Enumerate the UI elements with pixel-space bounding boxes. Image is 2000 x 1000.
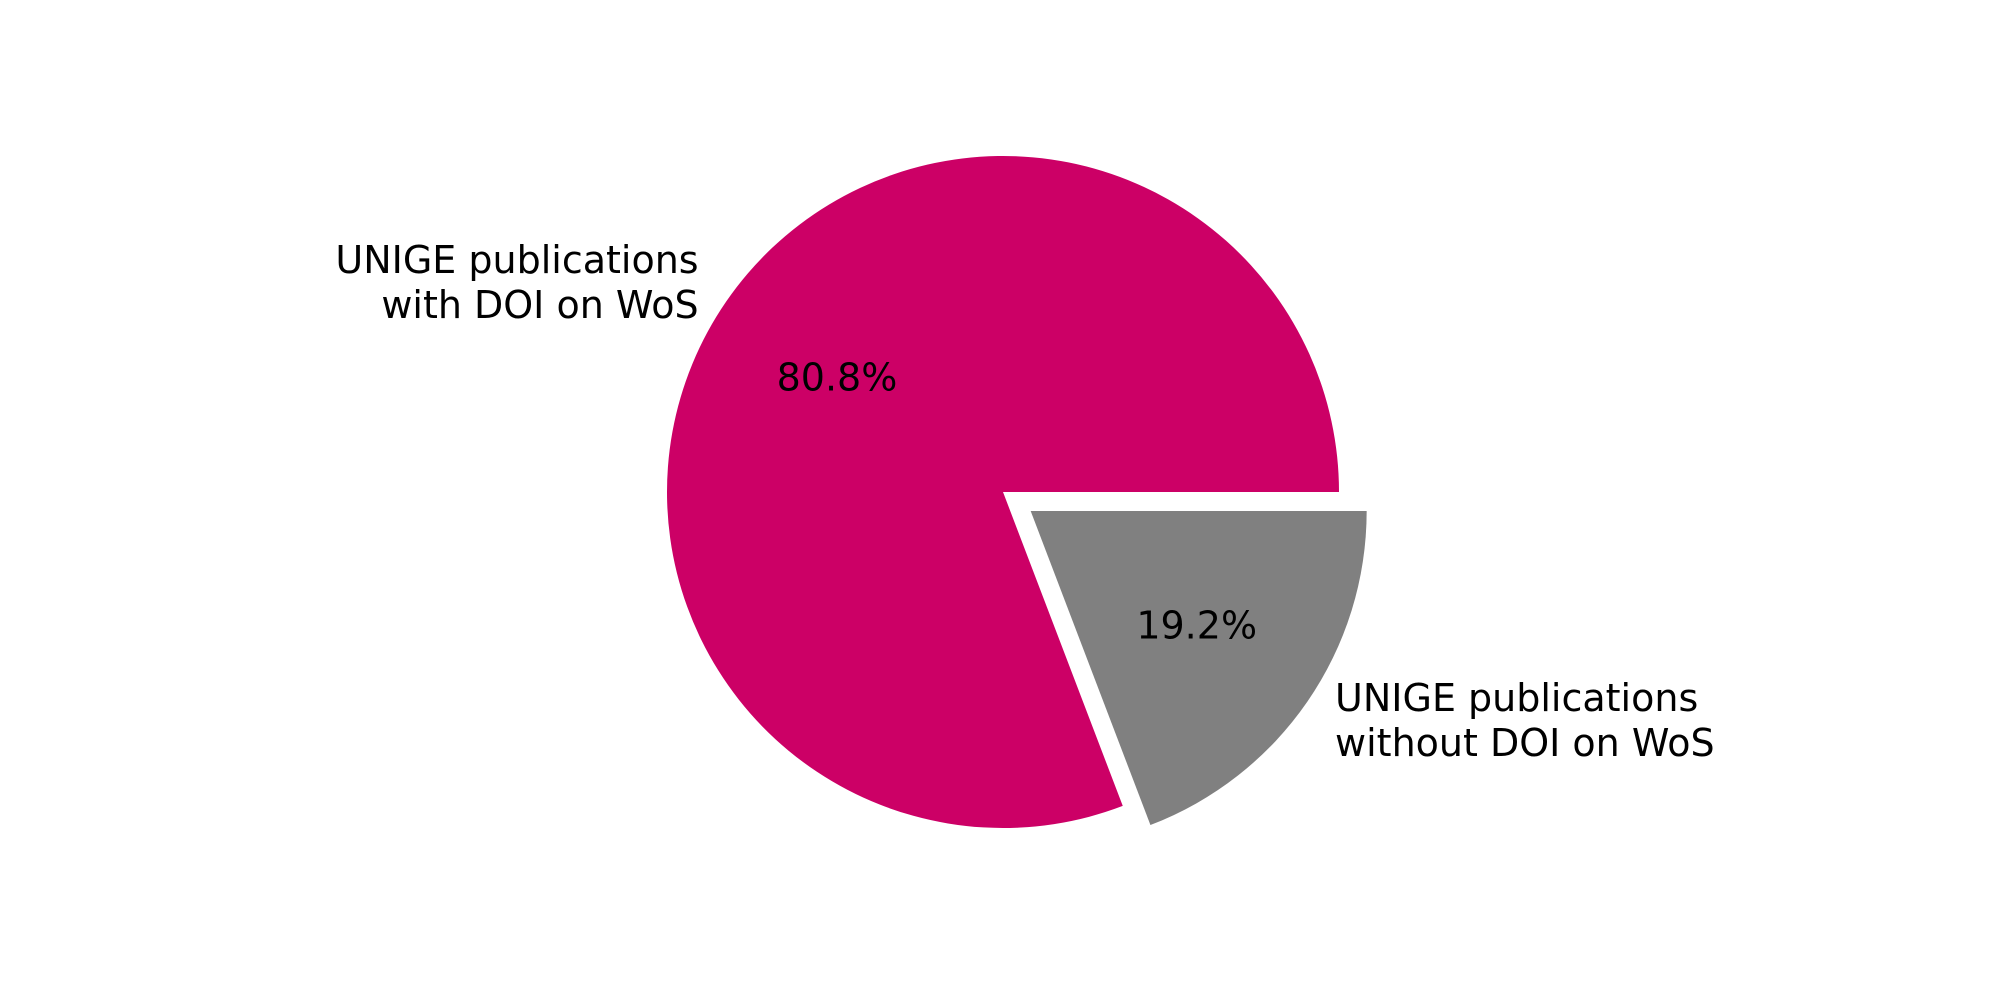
slice-percent-label-1: 19.2% — [1136, 603, 1257, 647]
slice-category-label-line: without DOI on WoS — [1335, 721, 1715, 765]
pie-slice-0 — [667, 155, 1339, 828]
slice-category-label-0: UNIGE publications with DOI on WoS — [335, 238, 698, 327]
pie-slice-1 — [1030, 511, 1367, 825]
slice-category-label-line: with DOI on WoS — [381, 283, 698, 327]
slice-category-label-1: UNIGE publications without DOI on WoS — [1335, 676, 1715, 765]
slice-percent-label-0: 80.8% — [777, 356, 898, 400]
slice-category-label-line: UNIGE publications — [1335, 676, 1698, 720]
slice-category-label-line: UNIGE publications — [335, 238, 698, 282]
